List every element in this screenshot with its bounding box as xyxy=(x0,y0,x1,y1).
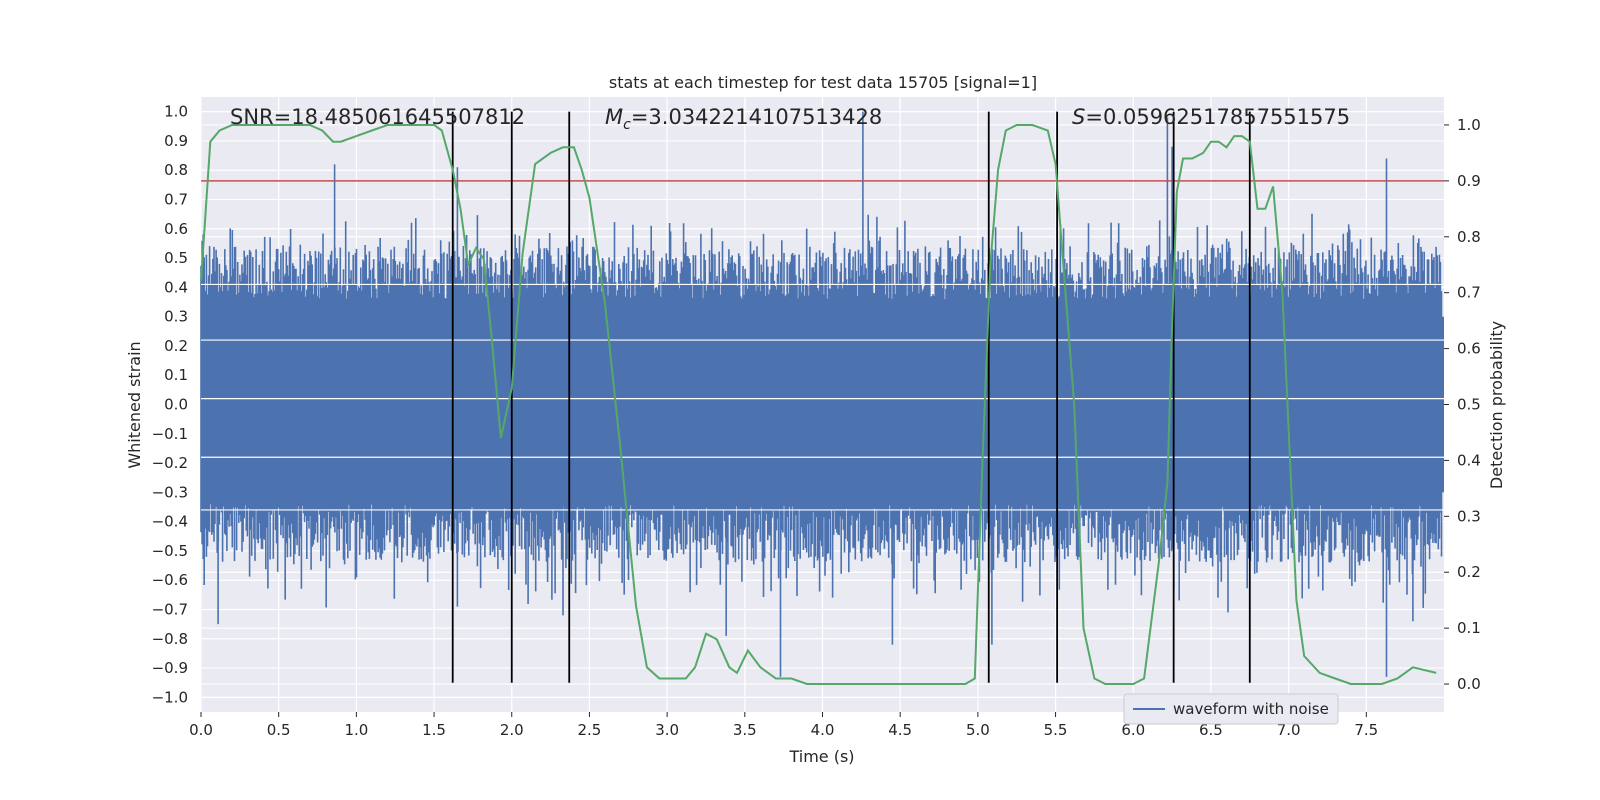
chirp-mass-annotation: Mc=3.0342214107513428 xyxy=(605,105,882,133)
y-tick-label-19: −0.9 xyxy=(152,659,188,677)
chirp-mass-subscript: c xyxy=(623,117,631,133)
y-right-tick-labels: 1.0 0.9 0.8 0.7 0.6 0.5 0.4 0.3 0.2 0.1 0.0 xyxy=(1444,116,1481,693)
y-tick-label-5: 0.5 xyxy=(164,249,188,267)
legend: waveform with noise xyxy=(1123,693,1339,725)
y-tick-label-15: −0.5 xyxy=(152,542,188,560)
y-right-tick-label-0: 1.0 xyxy=(1457,116,1481,134)
x-tick-label-14: 7.0 xyxy=(1277,721,1301,739)
y-right-tick-label-10: 0.0 xyxy=(1457,675,1481,693)
y-right-tick-label-1: 0.9 xyxy=(1457,172,1481,190)
x-tick-label-10: 5.0 xyxy=(966,721,990,739)
y-tick-label-20: −1.0 xyxy=(152,688,188,706)
x-tick-label-12: 6.0 xyxy=(1121,721,1145,739)
x-tick-label-7: 3.5 xyxy=(733,721,757,739)
y-tick-label-13: −0.3 xyxy=(152,483,188,501)
y-right-tick-label-3: 0.7 xyxy=(1457,284,1481,302)
y-tick-label-12: −0.2 xyxy=(152,454,188,472)
y-tick-label-0: 1.0 xyxy=(164,103,188,121)
y-tick-label-18: −0.8 xyxy=(152,630,188,648)
probability-series xyxy=(200,124,1437,685)
x-tick-label-15: 7.5 xyxy=(1354,721,1378,739)
x-tick-label-9: 4.5 xyxy=(888,721,912,739)
chirp-mass-value: =3.0342214107513428 xyxy=(631,105,882,129)
s-value: =0.05962517857551575 xyxy=(1085,105,1350,129)
x-tick-label-2: 1.0 xyxy=(344,721,368,739)
x-tick-labels: 0.0 0.5 1.0 1.5 2.0 2.5 3.0 3.5 4.0 4.5 5.0 5.5 6.0 6… xyxy=(189,712,1378,739)
y-tick-label-9: 0.1 xyxy=(164,366,188,384)
y-tick-label-14: −0.4 xyxy=(152,513,188,531)
x-tick-label-6: 3.0 xyxy=(655,721,679,739)
y-tick-label-7: 0.3 xyxy=(164,308,188,326)
s-symbol: S xyxy=(1072,105,1085,129)
y-tick-label-17: −0.7 xyxy=(152,601,188,619)
y-tick-label-2: 0.8 xyxy=(164,161,188,179)
legend-label: waveform with noise xyxy=(1173,700,1329,718)
x-tick-label-4: 2.0 xyxy=(500,721,524,739)
y-right-tick-label-9: 0.1 xyxy=(1457,619,1481,637)
x-tick-label-0: 0.0 xyxy=(189,721,213,739)
x-tick-label-13: 6.5 xyxy=(1199,721,1223,739)
x-tick-label-3: 1.5 xyxy=(422,721,446,739)
y-right-tick-label-2: 0.8 xyxy=(1457,228,1481,246)
x-tick-label-1: 0.5 xyxy=(267,721,291,739)
y-tick-label-1: 0.9 xyxy=(164,132,188,150)
y-tick-label-6: 0.4 xyxy=(164,278,188,296)
y-right-tick-label-8: 0.2 xyxy=(1457,563,1481,581)
y-axis-label: Whitened strain xyxy=(125,341,144,468)
y-right-tick-label-6: 0.4 xyxy=(1457,451,1481,469)
waveform-series xyxy=(200,111,1444,677)
snr-annotation: SNR=18.485061645507812 xyxy=(230,105,525,129)
y-tick-label-8: 0.2 xyxy=(164,337,188,355)
chart-title: stats at each timestep for test data 157… xyxy=(609,73,1037,92)
x-axis-label: Time (s) xyxy=(788,747,854,766)
y-right-axis-label: Detection probability xyxy=(1487,321,1506,489)
y-tick-label-10: 0.0 xyxy=(164,396,188,414)
y-right-tick-label-5: 0.5 xyxy=(1457,396,1481,414)
vertical-markers xyxy=(451,111,1251,683)
y-tick-label-3: 0.7 xyxy=(164,191,188,209)
s-annotation: S=0.05962517857551575 xyxy=(1072,105,1350,129)
y-right-tick-label-7: 0.3 xyxy=(1457,507,1481,525)
y-tick-label-4: 0.6 xyxy=(164,220,188,238)
chirp-mass-symbol: M xyxy=(605,105,623,129)
x-tick-label-5: 2.5 xyxy=(578,721,602,739)
x-tick-label-11: 5.5 xyxy=(1044,721,1068,739)
y-right-tick-label-4: 0.6 xyxy=(1457,340,1481,358)
y-tick-labels: 1.0 0.9 0.8 0.7 0.6 0.5 0.4 0.3 0.2 0.1 0.0 −0.1 −0.… xyxy=(152,103,188,707)
y-tick-label-16: −0.6 xyxy=(152,571,188,589)
y-tick-label-11: −0.1 xyxy=(152,425,188,443)
waveform-core xyxy=(201,316,1444,493)
x-tick-label-8: 4.0 xyxy=(811,721,835,739)
legend-box xyxy=(1123,693,1339,725)
